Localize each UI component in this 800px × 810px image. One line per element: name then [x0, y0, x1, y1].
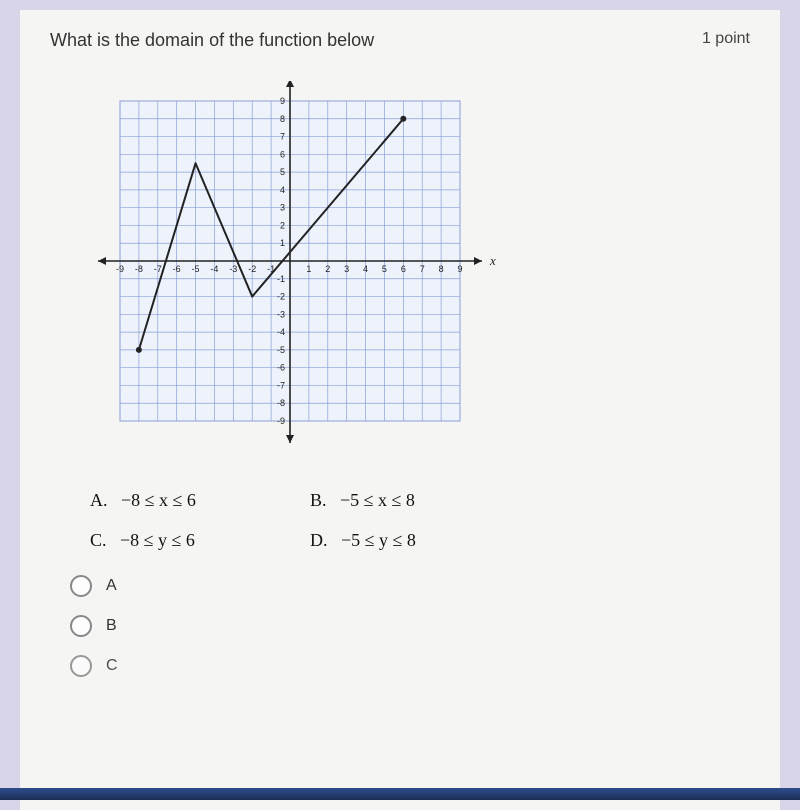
- graph-container: -9-8-7-6-5-4-3-2-1123456789987654321-1-2…: [80, 81, 750, 461]
- svg-text:4: 4: [363, 264, 368, 274]
- svg-text:-7: -7: [277, 380, 285, 390]
- svg-text:-2: -2: [248, 264, 256, 274]
- choice-c: C. −8 ≤ y ≤ 6: [90, 521, 310, 561]
- radio-circle-icon: [70, 655, 92, 677]
- choice-a: A. −8 ≤ x ≤ 6: [90, 481, 310, 521]
- svg-text:9: 9: [457, 264, 462, 274]
- svg-text:5: 5: [280, 167, 285, 177]
- svg-text:-8: -8: [135, 264, 143, 274]
- svg-text:3: 3: [344, 264, 349, 274]
- choice-d: D. −5 ≤ y ≤ 8: [310, 521, 530, 561]
- radio-circle-icon: [70, 575, 92, 597]
- choice-b: B. −5 ≤ x ≤ 8: [310, 481, 530, 521]
- function-graph: -9-8-7-6-5-4-3-2-1123456789987654321-1-2…: [80, 81, 500, 461]
- svg-text:-4: -4: [210, 264, 218, 274]
- choice-d-text: −5 ≤ y ≤ 8: [341, 530, 416, 550]
- radio-label-c: C: [106, 657, 118, 675]
- question-card: What is the domain of the function below…: [20, 10, 780, 810]
- svg-text:2: 2: [280, 220, 285, 230]
- radio-option-a[interactable]: A: [70, 575, 750, 597]
- svg-text:6: 6: [401, 264, 406, 274]
- choice-b-text: −5 ≤ x ≤ 8: [340, 490, 415, 510]
- points-label: 1 point: [702, 30, 750, 48]
- choice-c-text: −8 ≤ y ≤ 6: [120, 530, 195, 550]
- svg-text:-1: -1: [277, 274, 285, 284]
- svg-text:-9: -9: [277, 416, 285, 426]
- choice-d-letter: D.: [310, 530, 328, 550]
- svg-text:3: 3: [280, 203, 285, 213]
- radio-circle-icon: [70, 615, 92, 637]
- choice-a-letter: A.: [90, 490, 108, 510]
- svg-text:-5: -5: [192, 264, 200, 274]
- svg-text:-4: -4: [277, 327, 285, 337]
- svg-text:x: x: [489, 253, 496, 268]
- radio-label-a: A: [106, 577, 117, 595]
- svg-text:-6: -6: [173, 264, 181, 274]
- svg-text:-5: -5: [277, 345, 285, 355]
- radio-option-c[interactable]: C: [70, 655, 750, 677]
- header: What is the domain of the function below…: [50, 30, 750, 51]
- svg-text:-2: -2: [277, 292, 285, 302]
- answer-choices: A. −8 ≤ x ≤ 6 B. −5 ≤ x ≤ 8 C. −8 ≤ y ≤ …: [90, 481, 750, 560]
- choice-b-letter: B.: [310, 490, 327, 510]
- svg-text:7: 7: [280, 132, 285, 142]
- taskbar: [0, 788, 800, 800]
- svg-text:-8: -8: [277, 398, 285, 408]
- svg-text:-6: -6: [277, 363, 285, 373]
- svg-text:1: 1: [280, 238, 285, 248]
- svg-text:5: 5: [382, 264, 387, 274]
- svg-text:8: 8: [439, 264, 444, 274]
- svg-text:9: 9: [280, 96, 285, 106]
- svg-text:8: 8: [280, 114, 285, 124]
- choice-a-text: −8 ≤ x ≤ 6: [121, 490, 196, 510]
- svg-text:-7: -7: [154, 264, 162, 274]
- radio-option-b[interactable]: B: [70, 615, 750, 637]
- question-text: What is the domain of the function below: [50, 30, 374, 51]
- choice-c-letter: C.: [90, 530, 107, 550]
- svg-text:-3: -3: [277, 309, 285, 319]
- svg-text:7: 7: [420, 264, 425, 274]
- svg-text:-3: -3: [229, 264, 237, 274]
- svg-text:2: 2: [325, 264, 330, 274]
- radio-group: A B C: [70, 575, 750, 677]
- svg-text:4: 4: [280, 185, 285, 195]
- svg-text:1: 1: [306, 264, 311, 274]
- radio-label-b: B: [106, 617, 117, 635]
- svg-text:6: 6: [280, 149, 285, 159]
- svg-text:-9: -9: [116, 264, 124, 274]
